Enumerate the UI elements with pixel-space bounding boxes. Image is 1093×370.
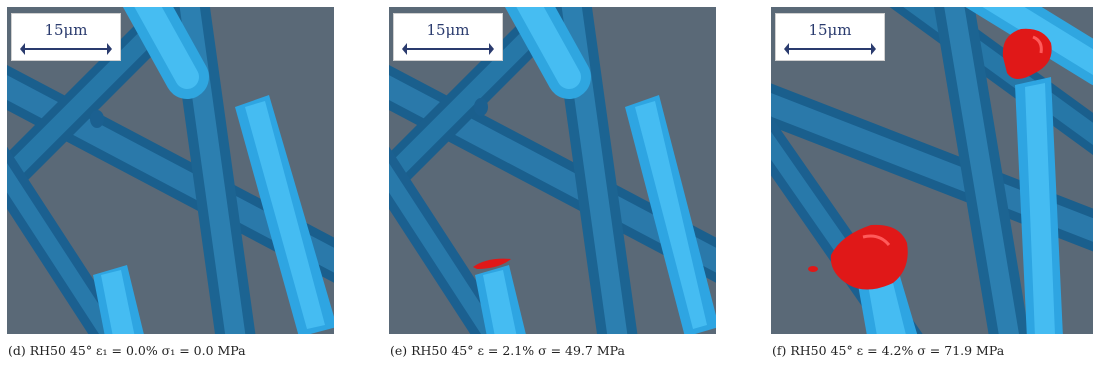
fiber-rendering-d	[7, 7, 334, 334]
damage-region	[830, 224, 908, 290]
scale-bar-arrow	[784, 43, 876, 55]
scale-bar: 15μm	[393, 13, 503, 61]
scale-bar-arrow	[20, 43, 112, 55]
damage-region	[473, 258, 511, 269]
caption-e: (e) RH50 45° ε = 2.1% σ = 49.7 MPa	[390, 343, 625, 358]
panel-e-image: 15μm	[389, 7, 716, 334]
scale-bar-label: 15μm	[426, 21, 470, 39]
fiber-rendering-e	[389, 7, 716, 334]
caption-d: (d) RH50 45° ε₁ = 0.0% σ₁ = 0.0 MPa	[8, 343, 246, 358]
caption-f: (f) RH50 45° ε = 4.2% σ = 71.9 MPa	[772, 343, 1005, 358]
fiber-rendering-f	[771, 7, 1093, 334]
scale-bar-label: 15μm	[44, 21, 88, 39]
scale-bar-label: 15μm	[808, 21, 852, 39]
scale-bar: 15μm	[775, 13, 885, 61]
panel-d-image: 15μm	[7, 7, 334, 334]
panel-f-image: 15μm	[771, 7, 1093, 334]
scale-bar-arrow	[402, 43, 494, 55]
scale-bar: 15μm	[11, 13, 121, 61]
